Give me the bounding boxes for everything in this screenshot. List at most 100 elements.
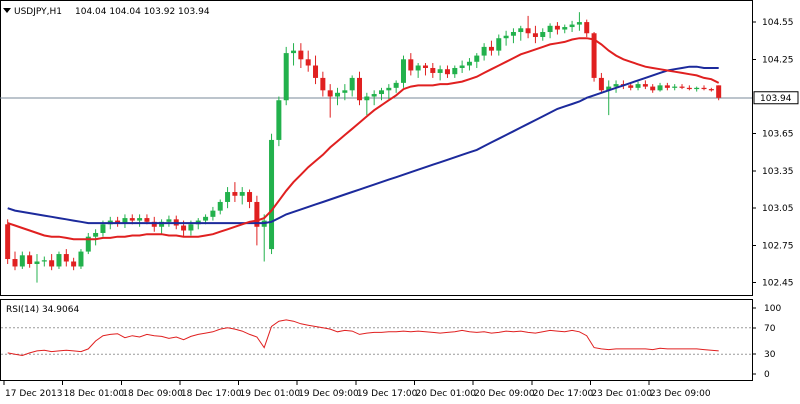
ma-slow-line	[7, 65, 719, 225]
candle	[239, 187, 245, 205]
candle	[63, 249, 69, 267]
candle	[664, 82, 670, 91]
candle	[247, 189, 253, 209]
candle-body	[576, 22, 582, 25]
candle-body	[247, 192, 253, 202]
candle-body	[56, 254, 62, 267]
candle-body	[276, 100, 282, 140]
candle-body	[144, 218, 150, 222]
rsi-title: RSI(14) 34.9064	[6, 305, 79, 315]
candle	[481, 43, 487, 61]
rsi-tick-label: 100	[764, 304, 781, 314]
candle-body	[518, 28, 524, 33]
candle-body	[701, 87, 707, 90]
candle	[93, 229, 99, 246]
candle	[357, 71, 363, 106]
candle	[210, 206, 216, 221]
candle	[554, 22, 560, 35]
time-tick-label: 23 Dec 01:00	[591, 389, 652, 399]
candle	[232, 182, 238, 202]
candle	[115, 216, 121, 227]
candle	[378, 87, 384, 101]
candle	[291, 43, 297, 66]
current-price-badge-box	[753, 91, 799, 105]
candle-body	[342, 90, 348, 93]
time-tick-label: 19 Dec 17:00	[357, 389, 418, 399]
candle-body	[452, 67, 458, 75]
price-tick-label: 104.55	[762, 18, 794, 28]
candle-body	[437, 69, 443, 73]
candle-body	[269, 139, 275, 250]
price-tick-label: 103.05	[762, 204, 794, 214]
candle	[474, 53, 480, 68]
time-tick-label: 20 Dec 01:00	[415, 389, 476, 399]
rsi-tick-label: 70	[764, 324, 776, 334]
candle-body	[708, 89, 714, 91]
candle	[371, 90, 377, 106]
candle	[335, 87, 341, 106]
candle-body	[716, 85, 722, 98]
current-price-label: 103.94	[760, 94, 792, 104]
candle-body	[63, 254, 69, 262]
rsi-pane-border	[0, 299, 753, 381]
time-tick-label: 19 Dec 09:00	[298, 389, 359, 399]
candle	[85, 232, 91, 255]
candle-body	[400, 59, 406, 83]
candle	[701, 85, 707, 91]
candle-body	[459, 65, 465, 68]
candle	[342, 84, 348, 101]
candle	[12, 251, 18, 271]
time-tick-label: 20 Dec 17:00	[533, 389, 594, 399]
candle	[437, 65, 443, 81]
candle	[672, 84, 678, 91]
candle-body	[203, 216, 209, 221]
price-tick-label: 104.25	[762, 55, 794, 65]
candle-body	[217, 201, 223, 211]
chevron-down-icon[interactable]	[3, 8, 11, 13]
candle	[320, 71, 326, 97]
candle-body	[49, 260, 55, 267]
candle-body	[78, 251, 84, 267]
rsi-tick-label: 0	[764, 370, 770, 380]
candle	[584, 19, 590, 37]
candle-body	[415, 65, 421, 71]
candle-body	[305, 59, 311, 66]
candle-body	[393, 82, 399, 88]
candle	[466, 58, 472, 71]
candle-body	[642, 84, 648, 87]
candle	[49, 254, 55, 271]
candle-body	[122, 218, 128, 224]
candle-body	[166, 219, 172, 222]
candle	[415, 63, 421, 78]
candle-body	[181, 225, 187, 231]
candle-body	[225, 192, 231, 202]
candle-body	[694, 87, 700, 90]
candle-body	[364, 96, 370, 101]
candle-body	[444, 69, 450, 75]
candle-body	[12, 259, 18, 267]
candle-body	[635, 84, 641, 88]
candle	[151, 216, 157, 232]
candle	[393, 80, 399, 93]
candle	[386, 84, 392, 99]
candle-body	[481, 46, 487, 56]
candle	[635, 81, 641, 91]
price-pane-border	[0, 0, 753, 296]
candle	[225, 187, 231, 209]
candle-body	[657, 85, 663, 91]
candle	[642, 80, 648, 90]
time-tick-label: 18 Dec 01:00	[64, 389, 125, 399]
candle	[298, 43, 304, 68]
candle	[657, 82, 663, 92]
candle-body	[686, 87, 692, 90]
candle	[503, 30, 509, 46]
candle-body	[569, 24, 575, 28]
candle	[137, 214, 143, 227]
candle	[650, 84, 656, 93]
candle	[305, 50, 311, 72]
candle	[518, 25, 524, 41]
time-tick-label: 18 Dec 09:00	[122, 389, 183, 399]
candle-body	[591, 33, 597, 78]
